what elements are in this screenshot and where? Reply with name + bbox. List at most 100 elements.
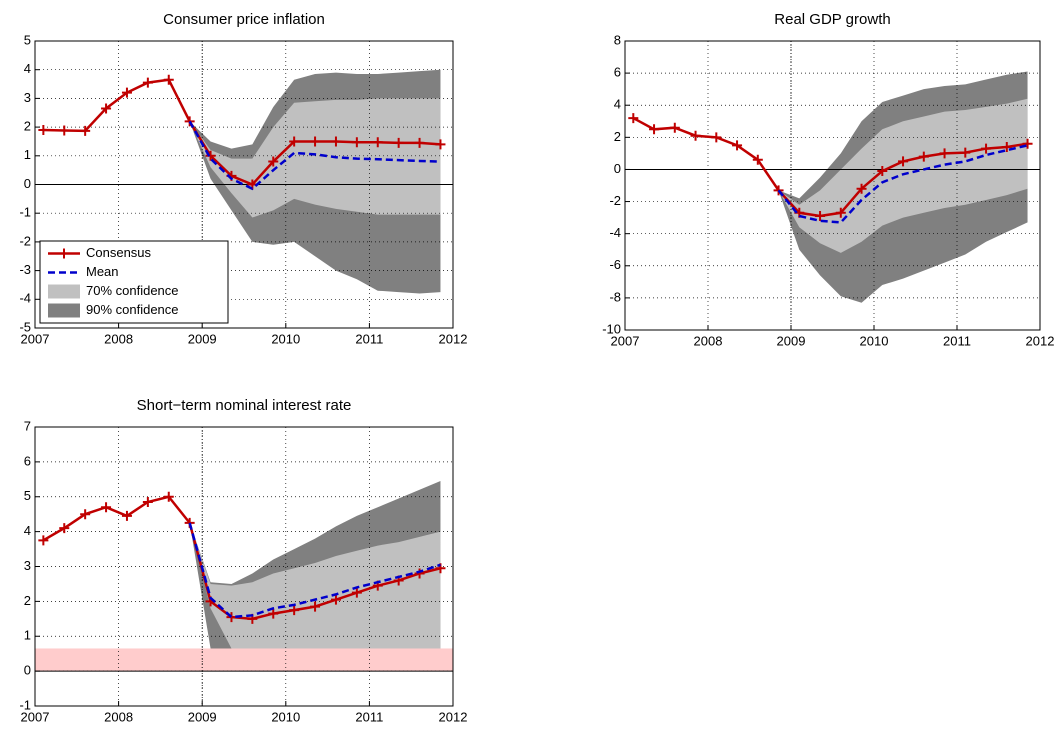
x-tick-label: 2009 <box>188 709 217 724</box>
y-tick-label: -8 <box>609 289 621 304</box>
point-marker <box>101 502 112 513</box>
y-tick-label: 0 <box>24 176 31 191</box>
point-marker <box>142 496 153 507</box>
y-tick-label: 6 <box>614 65 621 80</box>
x-tick-label: 2007 <box>21 709 50 724</box>
y-tick-label: 3 <box>24 90 31 105</box>
point-marker <box>226 612 237 623</box>
point-marker <box>289 136 300 147</box>
series-line <box>188 522 441 619</box>
y-tick-label: 1 <box>24 147 31 162</box>
x-tick-label: 2011 <box>355 331 383 346</box>
y-tick-label: -4 <box>609 225 621 240</box>
y-tick-label: -1 <box>19 205 31 220</box>
x-tick-label: 2011 <box>355 709 383 724</box>
y-tick-label: 5 <box>24 488 31 503</box>
y-tick-label: 5 <box>24 32 31 47</box>
point-marker <box>835 207 846 218</box>
point-marker <box>669 122 680 133</box>
point-marker <box>372 137 383 148</box>
x-tick-label: 2007 <box>21 331 50 346</box>
plot-frame <box>624 40 1041 331</box>
point-marker <box>80 509 91 520</box>
point-marker <box>628 113 639 124</box>
point-marker <box>59 125 70 136</box>
y-tick-label: 8 <box>614 32 621 47</box>
y-tick-label: 4 <box>24 61 31 76</box>
point-marker <box>856 183 867 194</box>
y-tick-label: -1 <box>19 697 31 712</box>
point-marker <box>59 523 70 534</box>
point-marker <box>711 132 722 143</box>
y-tick-label: 0 <box>24 663 31 678</box>
y-tick-label: -5 <box>19 319 31 334</box>
point-marker <box>121 510 132 521</box>
x-tick-label: 2010 <box>271 331 300 346</box>
y-tick-label: -2 <box>609 193 621 208</box>
y-tick-label: 2 <box>24 593 31 608</box>
legend-label: 70% confidence <box>86 283 179 298</box>
y-tick-label: 4 <box>24 523 31 538</box>
x-tick-label: 2012 <box>439 709 468 724</box>
point-marker <box>732 140 743 151</box>
legend-label: Mean <box>86 264 119 279</box>
point-marker <box>121 87 132 98</box>
legend-swatch <box>59 248 69 259</box>
point-marker <box>1022 138 1033 149</box>
point-marker <box>38 535 49 546</box>
y-tick-label: -10 <box>602 321 621 336</box>
x-tick-label: 2012 <box>439 331 468 346</box>
x-tick-label: 2009 <box>777 333 806 348</box>
point-marker <box>898 156 909 167</box>
point-marker <box>649 124 660 135</box>
y-tick-label: 1 <box>24 628 31 643</box>
point-marker <box>939 148 950 159</box>
point-marker <box>289 605 300 616</box>
series-line <box>777 144 1028 224</box>
legend-swatch <box>48 303 80 318</box>
point-marker <box>330 136 341 147</box>
point-marker <box>163 491 174 502</box>
point-marker <box>393 137 404 148</box>
point-marker <box>268 608 279 619</box>
y-tick-label: 7 <box>24 418 31 433</box>
legend-label: 90% confidence <box>86 302 179 317</box>
point-marker <box>310 136 321 147</box>
y-tick-label: 2 <box>24 119 31 134</box>
point-marker <box>330 594 341 605</box>
x-tick-label: 2011 <box>943 333 971 348</box>
point-marker <box>414 137 425 148</box>
legend-label: Consensus <box>86 245 152 260</box>
point-marker <box>918 151 929 162</box>
series-line <box>42 495 441 621</box>
legend: Consensus Mean 70% confidence 90% confidenc… <box>39 240 229 324</box>
y-tick-label: 3 <box>24 558 31 573</box>
chart-title: Consumer price inflation <box>163 11 325 28</box>
legend-swatch <box>48 284 80 299</box>
chart-title: Real GDP growth <box>774 11 890 28</box>
point-marker <box>414 568 425 579</box>
point-marker <box>960 147 971 158</box>
point-marker <box>268 156 279 167</box>
shaded-region <box>35 648 453 672</box>
point-marker <box>205 150 216 161</box>
point-marker <box>310 601 321 612</box>
series-line <box>188 120 441 191</box>
x-tick-label: 2010 <box>860 333 889 348</box>
point-marker <box>351 137 362 148</box>
y-tick-label: 2 <box>614 129 621 144</box>
point-marker <box>981 143 992 154</box>
y-tick-label: 4 <box>614 97 621 112</box>
point-marker <box>163 74 174 85</box>
chart-title: Short−term nominal interest rate <box>137 397 352 414</box>
x-tick-label: 2008 <box>104 709 133 724</box>
x-tick-label: 2010 <box>271 709 300 724</box>
point-marker <box>351 587 362 598</box>
point-marker <box>38 124 49 135</box>
point-marker <box>815 211 826 222</box>
y-tick-label: -6 <box>609 257 621 272</box>
x-tick-label: 2008 <box>104 331 133 346</box>
point-marker <box>101 103 112 114</box>
x-tick-label: 2007 <box>611 333 640 348</box>
